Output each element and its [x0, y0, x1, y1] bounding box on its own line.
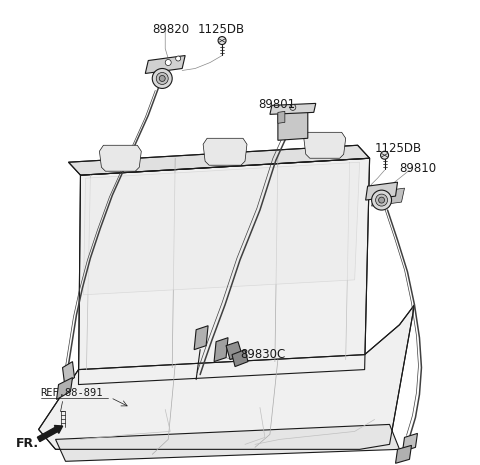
Text: REF.88-891: REF.88-891: [41, 387, 103, 398]
Polygon shape: [232, 350, 248, 366]
Polygon shape: [99, 145, 141, 171]
Text: 1125DB: 1125DB: [198, 23, 245, 36]
Polygon shape: [56, 425, 399, 461]
Text: 89830C: 89830C: [240, 348, 285, 361]
Circle shape: [156, 73, 168, 85]
Circle shape: [159, 75, 165, 81]
Circle shape: [381, 151, 388, 159]
Circle shape: [176, 56, 180, 61]
FancyArrow shape: [37, 425, 63, 442]
Polygon shape: [38, 305, 414, 449]
Polygon shape: [270, 103, 316, 114]
Polygon shape: [79, 158, 370, 385]
Text: 1125DB: 1125DB: [374, 142, 422, 155]
Circle shape: [152, 68, 172, 88]
Circle shape: [372, 190, 392, 210]
Circle shape: [375, 194, 387, 206]
Text: 89801: 89801: [258, 99, 295, 112]
Polygon shape: [69, 145, 370, 175]
Polygon shape: [396, 445, 411, 463]
Circle shape: [165, 60, 171, 66]
Circle shape: [379, 197, 384, 203]
Polygon shape: [57, 378, 72, 399]
Polygon shape: [62, 362, 74, 384]
Polygon shape: [226, 342, 242, 359]
Polygon shape: [145, 55, 185, 73]
Text: 89820: 89820: [152, 23, 190, 36]
Polygon shape: [84, 162, 360, 295]
Polygon shape: [194, 326, 208, 350]
Polygon shape: [214, 338, 228, 362]
Polygon shape: [278, 111, 285, 123]
Polygon shape: [372, 188, 405, 206]
Text: 89810: 89810: [399, 162, 437, 175]
Circle shape: [218, 37, 226, 45]
Polygon shape: [278, 108, 308, 140]
Polygon shape: [403, 433, 418, 452]
Polygon shape: [304, 133, 346, 158]
Circle shape: [290, 104, 296, 110]
Text: FR.: FR.: [16, 438, 39, 451]
Polygon shape: [366, 182, 397, 200]
Polygon shape: [203, 138, 247, 165]
